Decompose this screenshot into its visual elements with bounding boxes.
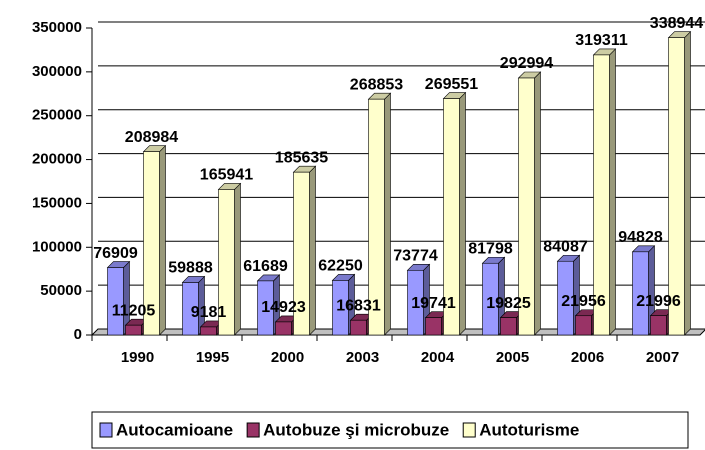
- y-tick-label: 250000: [32, 107, 82, 124]
- legend-label: Autoturisme: [479, 420, 579, 439]
- bar: [500, 317, 517, 336]
- bar: [257, 280, 274, 336]
- bar: [407, 269, 424, 336]
- data-label: 73774: [393, 248, 438, 265]
- data-label: 269551: [425, 76, 478, 93]
- x-tick-label: 2006: [571, 349, 604, 366]
- legend-label: Autobuze şi microbuze: [263, 420, 449, 439]
- data-label: 292994: [500, 55, 553, 72]
- y-tick-label: 350000: [32, 19, 82, 36]
- data-label: 185635: [275, 149, 328, 166]
- data-label: 61689: [243, 258, 288, 275]
- bar: [332, 280, 349, 336]
- bar-side: [609, 48, 616, 336]
- bar: [182, 282, 199, 336]
- data-label: 84087: [543, 238, 588, 255]
- data-label: 208984: [125, 129, 178, 146]
- legend-swatch: [462, 422, 476, 438]
- bar-side: [234, 182, 241, 336]
- bar-side: [159, 144, 166, 336]
- y-tick-label: 100000: [32, 238, 82, 255]
- bar: [557, 260, 574, 336]
- bar-side: [684, 30, 691, 336]
- bar: [575, 315, 592, 336]
- y-tick-label: 150000: [32, 194, 82, 211]
- x-tick-label: 2003: [346, 349, 379, 366]
- y-tick-label: 50000: [40, 282, 82, 299]
- bar-side: [384, 92, 391, 336]
- bar: [107, 267, 124, 336]
- data-label: 59888: [168, 260, 213, 277]
- bar: [443, 98, 460, 336]
- data-label: 338944: [650, 15, 703, 32]
- y-tick-label: 0: [74, 326, 82, 343]
- data-label: 19825: [486, 295, 531, 312]
- bar: [518, 77, 535, 336]
- legend-swatch: [99, 422, 113, 438]
- legend-box: [91, 411, 689, 449]
- legend-swatch: [246, 422, 260, 438]
- x-tick-label: 1995: [196, 349, 229, 366]
- bar: [293, 171, 310, 336]
- data-label: 319311: [575, 32, 628, 49]
- legend-label: Autocamioane: [116, 420, 233, 439]
- y-tick-label: 300000: [32, 63, 82, 80]
- bar-side: [459, 91, 466, 336]
- x-tick-label: 2000: [271, 349, 304, 366]
- data-label: 81798: [468, 240, 513, 257]
- data-label: 14923: [261, 299, 306, 316]
- bar: [200, 326, 217, 336]
- data-label: 165941: [200, 167, 253, 184]
- x-tick-label: 2005: [496, 349, 529, 366]
- bar: [425, 317, 442, 336]
- data-label: 11205: [112, 302, 156, 319]
- data-label: 76909: [93, 245, 138, 262]
- bar: [275, 321, 292, 336]
- bar: [650, 315, 667, 336]
- bar: [668, 37, 685, 336]
- bar-side: [534, 71, 541, 336]
- data-label: 268853: [350, 76, 403, 93]
- bar-side: [309, 165, 316, 336]
- data-label: 9181: [191, 304, 227, 321]
- data-label: 62250: [318, 258, 363, 275]
- x-tick-label: 1990: [121, 349, 154, 366]
- bar: [482, 262, 499, 336]
- x-tick-label: 2007: [646, 349, 679, 366]
- data-label: 16831: [336, 297, 381, 314]
- bar: [593, 54, 610, 336]
- data-label: 19741: [411, 295, 456, 312]
- bar: [350, 319, 367, 336]
- data-label: 21996: [636, 293, 681, 310]
- bar: [632, 251, 649, 336]
- bar: [143, 151, 160, 336]
- y-tick-label: 200000: [32, 151, 82, 168]
- data-label: 21956: [561, 293, 606, 310]
- bar: [125, 324, 142, 336]
- data-label: 94828: [618, 229, 663, 246]
- bar: [368, 98, 385, 336]
- x-tick-label: 2004: [421, 349, 455, 366]
- bar: [218, 189, 235, 336]
